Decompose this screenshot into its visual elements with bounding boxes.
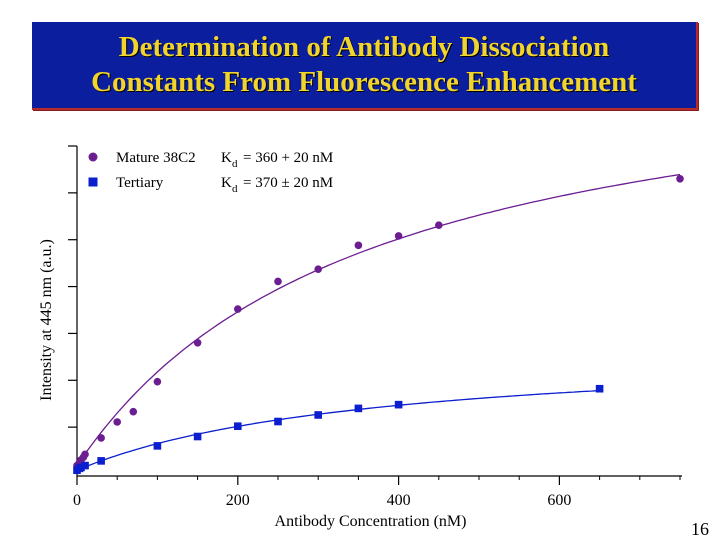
data-point-mature <box>193 339 202 347</box>
legend-marker-mature <box>88 152 98 162</box>
x-tick-label: 200 <box>226 492 250 509</box>
data-point-mature <box>676 175 684 183</box>
data-point-mature <box>113 418 121 426</box>
data-point-mature <box>314 265 323 274</box>
title-banner: Determination of Antibody Dissociation C… <box>32 22 698 110</box>
y-axis-label: Intensity at 445 nm (a.u.) <box>38 239 55 401</box>
data-point-tertiary <box>595 384 604 393</box>
x-tick-label: 400 <box>387 492 411 509</box>
fit-curve-tertiary <box>76 389 600 471</box>
data-point-tertiary <box>81 461 89 470</box>
data-point-tertiary <box>97 457 105 465</box>
data-point-mature <box>81 450 89 459</box>
legend-kd-value-tertiary: = 370 ± 20 nM <box>243 175 333 191</box>
slide-title-line-1: Determination of Antibody Dissociation <box>118 31 610 63</box>
legend-kd-symbol-mature: K <box>221 150 232 166</box>
fit-curve-mature <box>76 173 681 466</box>
data-point-mature <box>234 305 242 313</box>
legend-label-tertiary: Tertiary <box>116 175 164 191</box>
slide-title: Determination of Antibody Dissociation C… <box>91 30 637 100</box>
legend-kd-value-mature: = 360 + 20 nM <box>243 150 333 166</box>
data-point-mature <box>129 407 138 416</box>
data-point-tertiary <box>274 417 282 426</box>
legend-label-mature: Mature 38C2 <box>116 150 196 166</box>
data-point-mature <box>153 377 162 386</box>
data-point-mature <box>274 277 282 286</box>
data-point-tertiary <box>77 463 85 472</box>
x-axis-label: Antibody Concentration (nM) <box>275 513 467 530</box>
data-point-mature <box>354 241 363 250</box>
data-point-tertiary <box>234 422 242 431</box>
data-point-mature <box>394 232 403 240</box>
x-tick-label: 600 <box>547 492 571 509</box>
slide-title-line-2: Constants From Fluorescence Enhancement <box>91 66 637 98</box>
data-point-mature <box>97 434 105 442</box>
legend-kd-symbol-tertiary: K <box>221 175 232 191</box>
page-number: 16 <box>691 519 709 539</box>
legend-kd-subscript-tertiary: d <box>232 183 238 195</box>
x-tick-label: 0 <box>73 492 81 509</box>
data-point-tertiary <box>193 432 202 441</box>
data-point-tertiary <box>153 442 162 450</box>
data-point-tertiary <box>394 400 403 409</box>
data-point-mature <box>435 221 443 229</box>
data-point-tertiary <box>354 404 363 413</box>
data-point-tertiary <box>314 411 322 419</box>
legend-kd-subscript-mature: d <box>232 158 238 170</box>
legend-marker-tertiary <box>88 177 98 187</box>
